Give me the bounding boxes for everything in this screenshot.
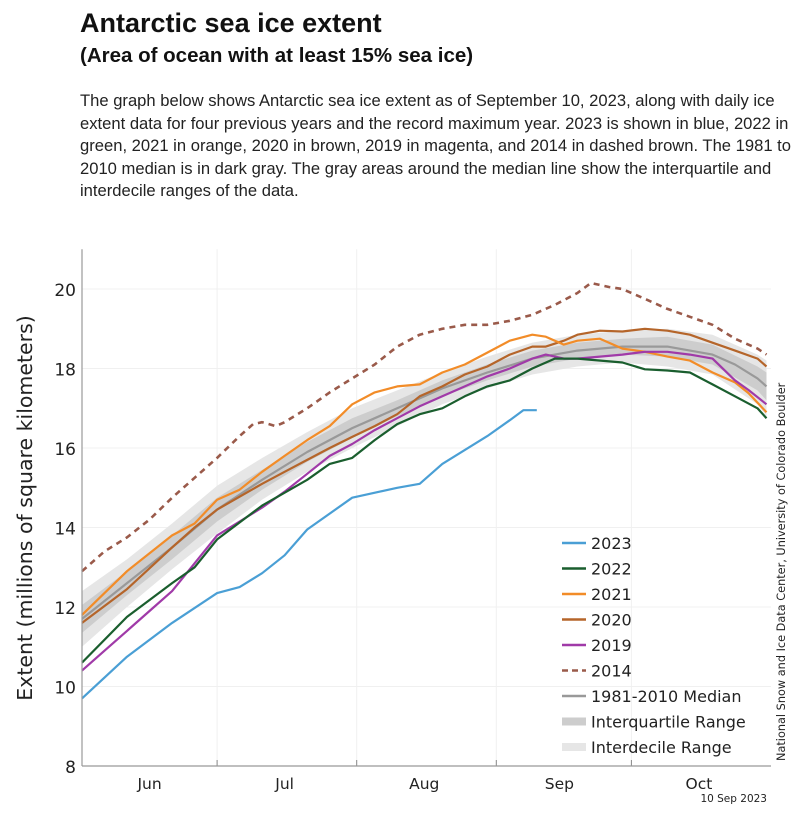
page-title: Antarctic sea ice extent [80, 8, 382, 38]
series-lines [81, 281, 768, 700]
series-line-2023 [81, 409, 537, 700]
x-tick-label: Jul [274, 775, 294, 793]
y-tick-label: 16 [54, 440, 76, 460]
axes: 8 10 12 14 16 18 20 Jun Jul Aug Sep Oct [54, 249, 771, 793]
page-subtitle: (Area of ocean with at least 15% sea ice… [80, 44, 474, 67]
legend-item: Interquartile Range [562, 713, 746, 732]
y-tick-label: 14 [54, 520, 76, 540]
y-tick-label: 10 [54, 679, 76, 699]
series-line-2020 [81, 327, 768, 624]
series-line-2014 [81, 281, 768, 573]
grid [82, 249, 771, 766]
legend-label: 1981-2010 Median [591, 687, 742, 706]
legend-item: Interdecile Range [562, 738, 732, 757]
legend-item: 2021 [562, 585, 632, 604]
legend-label: 2023 [591, 534, 632, 553]
series-line-2022 [81, 357, 768, 664]
legend-item: 1981-2010 Median [562, 687, 742, 706]
description: The graph below shows Antarctic sea ice … [80, 91, 791, 200]
y-tick-label: 18 [54, 361, 76, 381]
series-line-2021 [81, 333, 768, 616]
series-line-2019 [81, 350, 768, 672]
legend-label: 2014 [591, 662, 632, 681]
y-tick-label: 12 [54, 599, 76, 619]
legend-item: 2019 [562, 636, 632, 655]
legend: 2023 2022 2021 2020 2019 2014 1981-2010 Median… [562, 534, 746, 757]
legend-label: Interdecile Range [591, 738, 732, 757]
legend-item: 2014 [562, 662, 632, 681]
legend-item: 2020 [562, 611, 632, 630]
legend-item: 2023 [562, 534, 632, 553]
x-tick-label: Aug [409, 775, 439, 793]
legend-swatch [562, 717, 586, 726]
credit: National Snow and Ice Data Center, Unive… [775, 382, 788, 761]
legend-label: 2022 [591, 560, 632, 579]
legend-label: 2019 [591, 636, 632, 655]
legend-label: Interquartile Range [591, 713, 746, 732]
x-tick-label: Jun [136, 775, 161, 793]
y-tick-label: 20 [54, 281, 76, 301]
y-axis-label: Extent (millions of square kilometers) [13, 315, 37, 701]
legend-swatch [562, 743, 586, 751]
y-tick-label: 8 [65, 758, 76, 778]
x-tick-label: Sep [545, 775, 574, 793]
legend-label: 2021 [591, 585, 632, 604]
legend-label: 2020 [591, 611, 632, 630]
x-tick-label: Oct [686, 775, 713, 793]
date-stamp: 10 Sep 2023 [700, 793, 767, 805]
legend-item: 2022 [562, 560, 632, 579]
